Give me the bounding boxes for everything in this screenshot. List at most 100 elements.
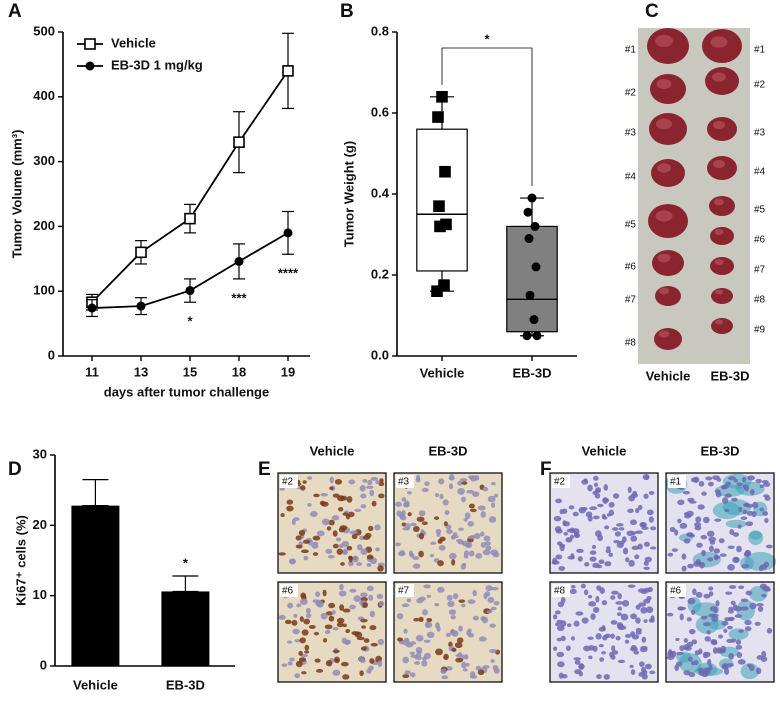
sample-label: #7 <box>625 295 637 306</box>
nucleus <box>707 557 714 562</box>
nucleus <box>423 639 431 643</box>
nucleus <box>571 584 576 589</box>
nucleus <box>727 625 733 630</box>
nucleus <box>604 633 611 639</box>
nucleus <box>303 618 311 625</box>
nucleus <box>692 588 697 596</box>
tumor-highlight <box>715 319 723 325</box>
nucleus <box>302 539 311 544</box>
nucleus <box>581 617 589 624</box>
nucleus <box>617 592 622 600</box>
nucleus <box>323 637 328 643</box>
marker <box>524 234 534 244</box>
nucleus <box>614 531 621 537</box>
nucleus <box>342 608 351 613</box>
nucleus <box>716 477 722 482</box>
nucleus <box>589 556 597 562</box>
nucleus <box>629 664 634 669</box>
nucleus <box>295 544 303 549</box>
nucleus <box>416 474 421 481</box>
nucleus <box>725 481 731 486</box>
nucleus <box>650 615 655 622</box>
nucleus <box>573 620 580 627</box>
nucleus <box>736 651 743 658</box>
nucleus <box>740 606 749 611</box>
nucleus <box>409 672 416 678</box>
tumor <box>709 196 735 216</box>
nucleus <box>608 509 615 516</box>
nucleus <box>642 669 648 676</box>
nucleus <box>375 480 380 485</box>
nucleus <box>360 646 367 651</box>
nucleus <box>298 529 306 536</box>
nucleus <box>348 560 354 567</box>
nucleus <box>629 519 638 526</box>
nucleus <box>762 585 771 592</box>
bar <box>71 505 120 666</box>
nucleus <box>439 493 444 500</box>
nucleus <box>363 638 370 643</box>
nucleus <box>458 599 466 603</box>
nucleus <box>418 510 426 517</box>
nucleus <box>728 652 735 660</box>
nucleus <box>729 617 734 621</box>
nucleus <box>579 663 584 670</box>
nucleus <box>360 493 367 499</box>
y-tick-label: 0 <box>48 347 55 362</box>
nucleus <box>466 489 474 494</box>
nucleus <box>493 601 500 606</box>
nucleus <box>597 503 604 508</box>
nucleus <box>374 524 381 531</box>
nucleus <box>286 499 294 505</box>
nucleus <box>346 495 353 503</box>
nucleus <box>468 550 475 557</box>
marker <box>532 331 542 341</box>
nucleus <box>637 504 643 511</box>
nucleus <box>695 591 703 598</box>
nucleus <box>751 511 757 518</box>
nucleus <box>444 510 450 516</box>
nucleus <box>566 528 574 533</box>
nucleus <box>328 519 335 526</box>
nucleus <box>761 480 769 484</box>
line <box>91 70 289 303</box>
nucleus <box>574 659 581 665</box>
nucleus <box>451 647 457 652</box>
nucleus <box>461 603 466 608</box>
nucleus <box>606 546 611 551</box>
nucleus <box>415 634 424 642</box>
tumor-highlight <box>655 210 673 222</box>
y-tick-label: 0.6 <box>371 104 389 119</box>
nucleus <box>312 552 319 556</box>
nucleus <box>559 620 567 627</box>
nucleus <box>701 491 707 496</box>
nucleus <box>426 631 435 639</box>
nucleus <box>690 477 698 483</box>
tile-label: #1 <box>670 477 682 488</box>
nucleus <box>304 650 310 654</box>
nucleus <box>480 531 485 537</box>
sample-label: #8 <box>625 338 637 349</box>
nucleus <box>608 552 614 557</box>
x-tick-label: Vehicle <box>420 365 465 380</box>
nucleus <box>464 512 471 520</box>
nucleus <box>352 555 359 563</box>
nucleus <box>490 549 499 556</box>
nucleus <box>719 553 727 557</box>
tumor <box>651 159 685 187</box>
nucleus <box>397 637 403 642</box>
tile-label: #6 <box>670 586 682 597</box>
tumor-highlight <box>713 160 725 168</box>
nucleus <box>756 602 764 607</box>
nucleus <box>448 609 457 616</box>
nucleus <box>468 503 475 509</box>
nucleus <box>756 667 762 675</box>
nucleus <box>331 515 340 521</box>
nucleus <box>552 614 558 620</box>
marker <box>434 220 446 233</box>
nucleus <box>631 545 640 550</box>
nucleus <box>708 664 713 671</box>
tile-label-box <box>396 475 414 488</box>
panel-letter: D <box>8 459 22 480</box>
